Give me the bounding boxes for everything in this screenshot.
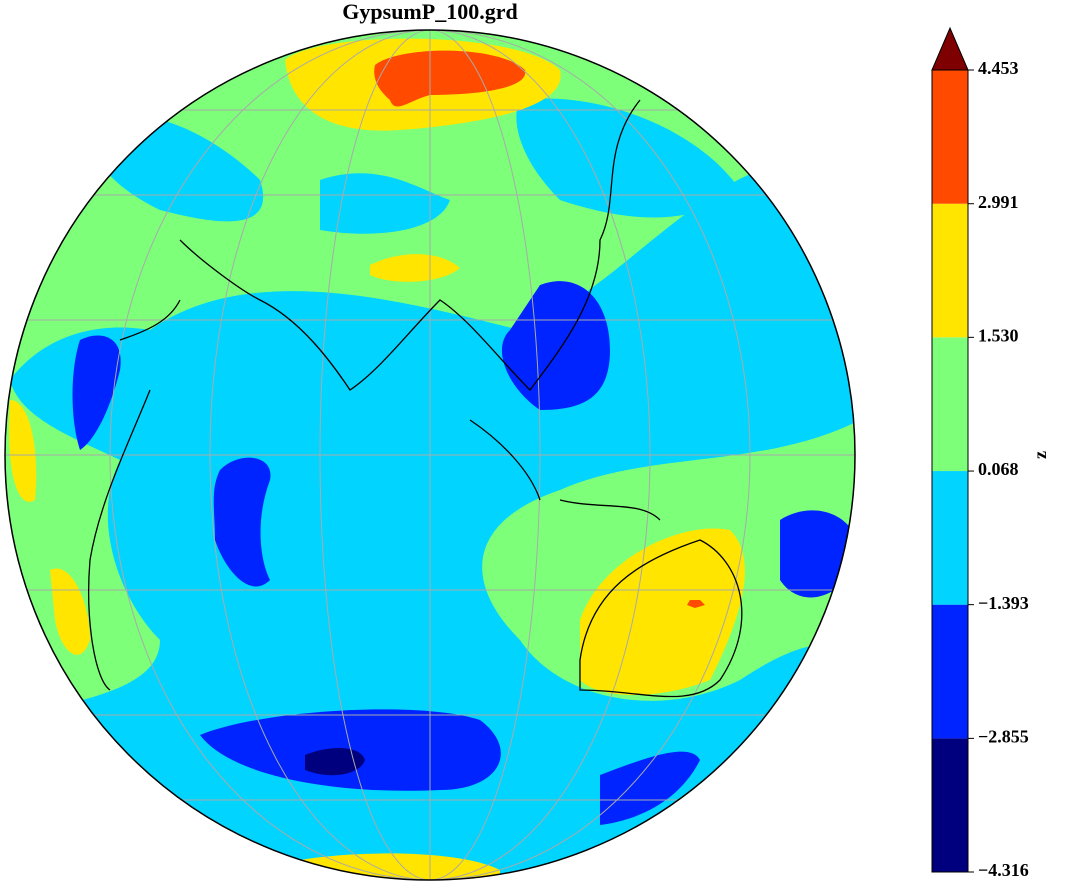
colorbar-band — [932, 337, 968, 472]
colorbar-tick-label: 0.068 — [978, 459, 1019, 479]
field-yellow — [580, 528, 745, 695]
colorbar-band — [932, 738, 968, 872]
field-cyan — [94, 98, 740, 234]
graticule — [5, 30, 855, 880]
field-yellow — [370, 254, 460, 282]
colorbar-band — [932, 70, 968, 204]
colorbar-band — [932, 604, 968, 739]
colorbar-extend — [931, 26, 969, 71]
coastline — [88, 99, 743, 698]
field-blue — [600, 510, 855, 825]
field-blue — [501, 281, 610, 410]
colorbar-tick-label: 4.453 — [978, 58, 1019, 78]
colorbar-label: z — [1030, 451, 1050, 459]
colorbar-tick-label: 1.530 — [978, 325, 1019, 345]
colorbar-tick-label: −4.316 — [978, 860, 1029, 880]
colorbar-band — [932, 471, 968, 605]
colorbar-tick-label: −1.393 — [978, 593, 1029, 613]
colorbar-band — [932, 203, 968, 338]
field-blue — [213, 457, 271, 587]
colorbar-tick-label: −2.855 — [978, 727, 1029, 747]
colorbar-tick-label: 2.991 — [978, 192, 1019, 212]
field-yellow — [9, 400, 90, 655]
map-title: GypsumP_100.grd — [342, 0, 517, 24]
globe-outline — [4, 29, 856, 881]
field-navy — [305, 748, 365, 776]
field-orange — [687, 600, 705, 608]
globe — [5, 30, 855, 880]
field-blue — [72, 335, 121, 450]
field-orange — [374, 50, 526, 107]
